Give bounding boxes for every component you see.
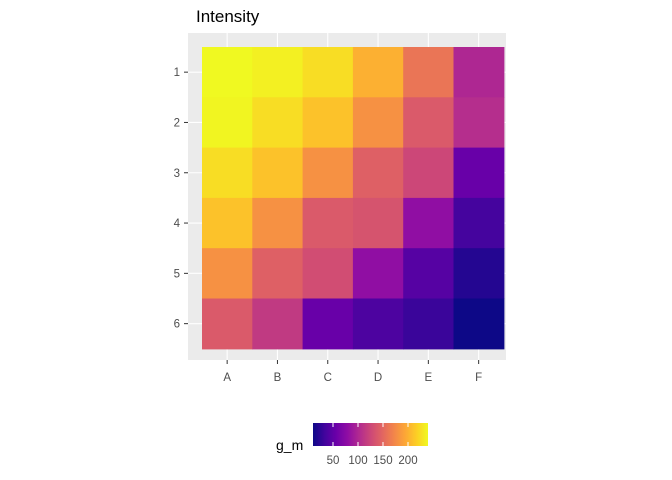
heatmap-tiles <box>202 47 505 350</box>
heatmap-tile-A2 <box>202 97 253 149</box>
heatmap-tile-B4 <box>252 197 304 249</box>
heatmap-tile-B1 <box>252 47 304 98</box>
heatmap-tile-F2 <box>453 97 505 149</box>
heatmap-tile-E4 <box>403 197 455 249</box>
legend-colorbar <box>313 423 428 446</box>
heatmap-tile-C4 <box>302 197 354 249</box>
heatmap-tile-D2 <box>352 97 404 149</box>
legend-ticks: 50 100 150 200 <box>327 423 418 467</box>
y-axis: 1 2 3 4 5 6 <box>174 67 188 331</box>
heatmap-tile-D5 <box>352 248 404 300</box>
heatmap-tile-B2 <box>252 97 304 149</box>
legend-title: g_m <box>276 437 303 453</box>
heatmap-tile-E3 <box>403 147 455 199</box>
legend-tick-label: 150 <box>373 455 392 467</box>
heatmap-tile-C6 <box>302 298 354 350</box>
color-legend: g_m 50 100 150 200 <box>276 423 428 467</box>
heatmap-tile-A1 <box>202 47 253 98</box>
heatmap-tile-F6 <box>453 298 505 350</box>
y-tick-label: 3 <box>174 168 180 180</box>
x-tick-label: D <box>374 372 382 384</box>
heatmap-tile-C2 <box>302 97 354 149</box>
heatmap-tile-A6 <box>202 298 253 350</box>
legend-tick-label: 100 <box>348 455 367 467</box>
heatmap-tile-E5 <box>403 248 455 300</box>
heatmap-tile-B5 <box>252 248 304 300</box>
heatmap-tile-C5 <box>302 248 354 300</box>
legend-tick-label: 200 <box>398 455 417 467</box>
heatmap-tile-D3 <box>352 147 404 199</box>
heatmap-tile-B3 <box>252 147 304 199</box>
y-tick-label: 1 <box>174 67 180 79</box>
x-tick-label: E <box>425 372 433 384</box>
heatmap-tile-F3 <box>453 147 505 199</box>
heatmap-tile-D1 <box>352 47 404 98</box>
heatmap-tile-F4 <box>453 197 505 249</box>
y-tick-label: 4 <box>174 218 181 230</box>
legend-tick-label: 50 <box>327 455 340 467</box>
x-tick-label: C <box>324 372 332 384</box>
heatmap-tile-A4 <box>202 197 253 249</box>
heatmap-tile-A3 <box>202 147 253 199</box>
x-tick-label: B <box>274 372 282 384</box>
y-tick-label: 6 <box>174 319 180 331</box>
x-tick-label: F <box>475 372 482 384</box>
heatmap-tile-E6 <box>403 298 455 350</box>
heatmap-tile-B6 <box>252 298 304 350</box>
heatmap-tile-E2 <box>403 97 455 149</box>
chart-title: Intensity <box>196 7 260 26</box>
heatmap-tile-C1 <box>302 47 354 98</box>
y-tick-label: 5 <box>174 268 180 280</box>
heatmap-tile-D4 <box>352 197 404 249</box>
x-tick-label: A <box>223 372 231 384</box>
heatmap-tile-C3 <box>302 147 354 199</box>
heatmap-tile-A5 <box>202 248 253 300</box>
heatmap-tile-D6 <box>352 298 404 350</box>
heatmap-tile-F5 <box>453 248 505 300</box>
x-axis: A B C D E F <box>223 360 482 384</box>
y-tick-label: 2 <box>174 117 180 129</box>
heatmap-tile-F1 <box>453 47 505 98</box>
heatmap-tile-E1 <box>403 47 455 98</box>
